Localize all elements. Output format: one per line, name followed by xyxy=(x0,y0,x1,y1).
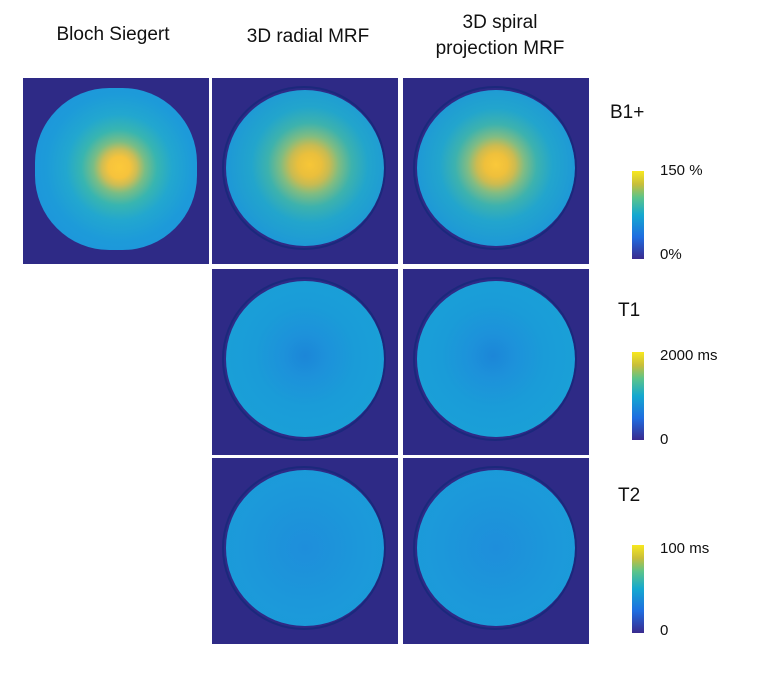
colorbar-b1 xyxy=(632,171,644,259)
t1-map-3d-spiral-mrf xyxy=(403,269,589,455)
colorbar-t1-max: 2000 ms xyxy=(660,347,718,364)
colorbar-t2-max: 100 ms xyxy=(660,540,710,557)
colorbar-t2-min: 0 xyxy=(660,622,669,639)
colorbar-t1-min: 0 xyxy=(660,431,669,448)
column-title-3d-spiral-mrf: 3D spiral projection MRF xyxy=(435,12,565,59)
row-label-t1: T1 xyxy=(618,300,641,321)
t2-map-3d-spiral-mrf xyxy=(403,458,589,644)
row-label-t2: T2 xyxy=(618,485,641,506)
column-title-bloch-siegert: Bloch Siegert xyxy=(56,24,170,45)
colorbar-b1-max: 150 % xyxy=(660,162,703,179)
colorbar-t2 xyxy=(632,545,644,633)
t2-map-3d-radial-mrf xyxy=(212,458,398,644)
b1-map-3d-spiral-mrf xyxy=(403,78,589,264)
colorbar-b1-min: 0% xyxy=(660,246,682,263)
t1-map-3d-radial-mrf xyxy=(212,269,398,455)
b1-map-3d-radial-mrf xyxy=(212,78,398,264)
row-label-b1: B1+ xyxy=(610,102,645,123)
b1-map-bloch-siegert xyxy=(23,78,209,264)
colorbar-t1 xyxy=(632,352,644,440)
column-title-3d-radial-mrf: 3D radial MRF xyxy=(246,26,370,47)
